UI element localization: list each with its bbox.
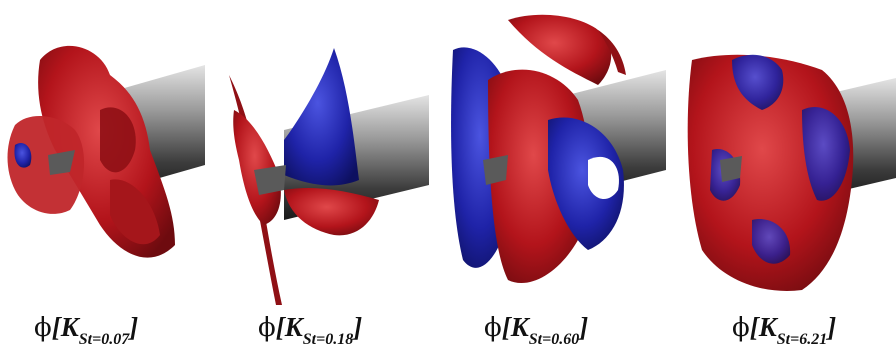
vortex-render-3: [451, 14, 666, 284]
caption-st-0-18: ϕ[KSt=0.18]: [258, 312, 363, 348]
caption-st-0-60: ϕ[KSt=0.60]: [484, 312, 589, 348]
panel-st-0-60: ϕ[KSt=0.60]: [448, 0, 672, 352]
caption-st-0-07: ϕ[KSt=0.07]: [34, 312, 139, 348]
vortex-render-2: [229, 48, 429, 305]
vortex-render-4: [687, 54, 896, 291]
panel-st-0-07: ϕ[KSt=0.07]: [0, 0, 224, 352]
vortex-render-1: [7, 45, 205, 258]
panel-st-0-18: ϕ[KSt=0.18]: [224, 0, 448, 352]
panel-st-6-21: ϕ[KSt=6.21]: [672, 0, 896, 352]
caption-st-6-21: ϕ[KSt=6.21]: [732, 312, 837, 348]
